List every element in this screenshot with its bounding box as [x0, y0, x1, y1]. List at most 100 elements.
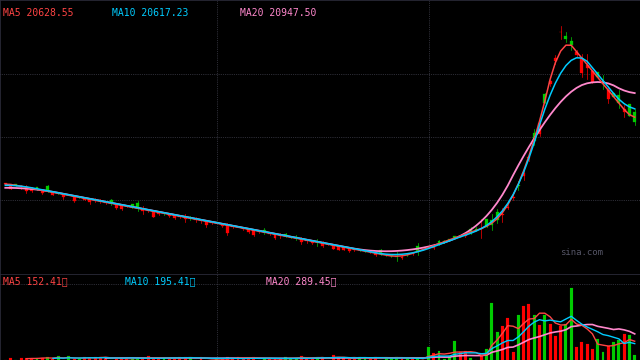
Bar [200, 357, 202, 360]
Bar [332, 245, 335, 249]
Bar [200, 220, 202, 221]
Bar [189, 357, 192, 360]
Bar [147, 356, 150, 360]
Bar [618, 95, 620, 103]
Bar [517, 185, 520, 186]
Bar [490, 303, 493, 360]
Bar [459, 352, 461, 360]
Bar [279, 235, 282, 236]
Bar [284, 357, 287, 360]
Text: MA20 289.45亿: MA20 289.45亿 [266, 276, 336, 286]
Bar [184, 217, 187, 220]
Bar [4, 183, 7, 184]
Bar [168, 359, 171, 360]
Bar [51, 192, 54, 195]
Text: MA10 20617.23: MA10 20617.23 [112, 8, 188, 18]
Bar [88, 358, 92, 360]
Bar [30, 188, 33, 191]
Bar [511, 197, 515, 198]
Bar [517, 315, 520, 360]
Bar [284, 234, 287, 236]
Bar [131, 358, 134, 360]
Bar [475, 229, 477, 230]
Bar [136, 203, 139, 208]
Bar [532, 133, 536, 141]
Bar [480, 356, 483, 360]
Bar [316, 357, 319, 360]
Bar [443, 241, 445, 242]
Bar [596, 72, 599, 77]
Bar [522, 306, 525, 360]
Bar [279, 358, 282, 360]
Bar [46, 186, 49, 191]
Bar [348, 248, 351, 251]
Bar [480, 228, 483, 229]
Bar [221, 359, 223, 360]
Bar [580, 342, 583, 360]
Bar [168, 214, 171, 216]
Bar [522, 172, 525, 176]
Bar [78, 359, 81, 360]
Bar [559, 325, 562, 360]
Bar [511, 352, 515, 360]
Bar [364, 358, 367, 360]
Bar [295, 237, 298, 238]
Bar [401, 257, 403, 258]
Bar [109, 200, 113, 203]
Bar [427, 347, 430, 360]
Bar [115, 204, 118, 208]
Bar [432, 353, 435, 360]
Bar [628, 104, 631, 116]
Bar [36, 187, 38, 189]
Bar [20, 186, 22, 188]
Bar [305, 359, 308, 360]
Bar [205, 221, 208, 225]
Bar [390, 359, 393, 360]
Bar [41, 358, 44, 360]
Bar [427, 247, 430, 248]
Bar [321, 243, 324, 246]
Bar [273, 359, 276, 360]
Bar [459, 236, 461, 237]
Bar [448, 239, 451, 240]
Bar [104, 202, 108, 203]
Bar [51, 359, 54, 360]
Bar [195, 219, 197, 220]
Bar [131, 204, 134, 207]
Bar [485, 349, 488, 360]
Bar [125, 358, 129, 360]
Bar [417, 247, 419, 251]
Text: MA5 20628.55: MA5 20628.55 [3, 8, 74, 18]
Bar [575, 52, 578, 55]
Bar [596, 339, 599, 360]
Bar [570, 41, 573, 45]
Bar [612, 342, 615, 360]
Bar [263, 230, 266, 232]
Bar [173, 358, 176, 360]
Bar [432, 246, 435, 248]
Bar [120, 205, 123, 209]
Bar [141, 209, 144, 211]
Text: sina.com: sina.com [560, 248, 603, 257]
Bar [591, 348, 594, 360]
Bar [628, 336, 631, 360]
Bar [607, 90, 610, 99]
Bar [390, 255, 393, 256]
Bar [501, 326, 504, 360]
Bar [543, 315, 547, 360]
Bar [36, 358, 38, 360]
Bar [157, 358, 160, 360]
Bar [295, 358, 298, 360]
Bar [337, 246, 340, 251]
Bar [337, 357, 340, 360]
Bar [612, 94, 615, 96]
Bar [353, 249, 356, 251]
Bar [443, 359, 445, 360]
Bar [501, 214, 504, 215]
Bar [163, 359, 165, 360]
Bar [602, 81, 604, 84]
Bar [20, 358, 22, 360]
Bar [231, 358, 234, 360]
Bar [342, 357, 345, 360]
Bar [506, 207, 509, 208]
